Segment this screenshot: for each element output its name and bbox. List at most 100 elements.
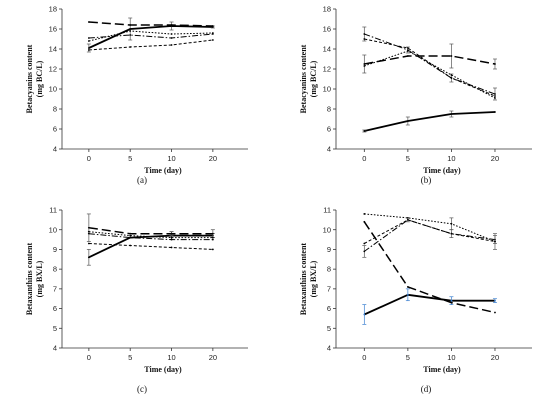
data-point: [494, 93, 496, 95]
data-point: [494, 111, 496, 113]
series-line-dotted: [88, 231, 213, 239]
series-line-dashdot: [364, 219, 496, 252]
y-axis-title-line: (mg BX/L): [35, 260, 44, 297]
data-point: [406, 285, 409, 288]
y-tick-label: 6: [327, 125, 331, 134]
data-point: [129, 30, 132, 32]
y-tick-label: 16: [49, 25, 57, 34]
x-tick-label: 0: [362, 154, 366, 163]
x-tick-label: 5: [406, 353, 410, 362]
x-tick-label: 0: [362, 353, 366, 362]
data-point: [87, 226, 90, 229]
y-axis-title-line: Betacyanins content: [25, 44, 34, 113]
series-line-solid: [364, 111, 496, 132]
data-point: [450, 55, 453, 57]
data-point: [363, 250, 366, 253]
y-tick-label: 8: [327, 265, 331, 274]
data-point: [494, 97, 496, 99]
series-line-dotted: [364, 50, 496, 99]
data-point: [87, 37, 90, 39]
x-tick-label: 20: [209, 154, 217, 163]
x-tick-label: 10: [167, 154, 175, 163]
y-tick-label: 10: [323, 225, 331, 234]
y-axis-title-line: (mg BX/L): [309, 260, 318, 297]
data-point: [406, 120, 409, 122]
series-line-longdash: [88, 21, 213, 27]
y-tick-label: 18: [49, 5, 57, 14]
y-tick-label: 5: [327, 324, 331, 333]
y-tick-label: 6: [53, 125, 57, 134]
y-tick-label: 18: [323, 5, 331, 14]
series-line-solid: [88, 25, 213, 49]
data-point: [211, 232, 214, 235]
series-line-longdash: [88, 226, 213, 235]
y-tick-label: 10: [49, 85, 57, 94]
x-tick-label: 5: [128, 353, 132, 362]
series-line-solid: [363, 293, 495, 316]
data-point: [450, 222, 453, 225]
data-point: [87, 40, 90, 42]
panel-label: (a): [137, 175, 147, 185]
data-point: [170, 238, 173, 241]
data-point: [129, 28, 132, 30]
data-point: [406, 47, 409, 49]
data-point: [363, 38, 366, 40]
series-line-dashed: [88, 39, 213, 51]
data-point: [129, 232, 132, 235]
data-point: [87, 49, 90, 51]
series-line-longdash: [364, 55, 496, 65]
data-point: [450, 74, 453, 76]
data-point: [129, 236, 132, 239]
x-tick-label: 10: [167, 353, 175, 362]
x-axis-title: Time (day): [423, 166, 461, 175]
data-point: [211, 238, 214, 241]
data-point: [129, 244, 132, 247]
data-point: [87, 230, 90, 233]
series-line-dashdot: [364, 33, 496, 95]
data-point: [406, 216, 409, 219]
y-tick-label: 12: [49, 65, 57, 74]
data-point: [170, 33, 173, 35]
x-tick-label: 5: [128, 154, 132, 163]
x-tick-label: 20: [491, 353, 499, 362]
y-tick-label: 11: [49, 206, 57, 215]
data-point: [406, 218, 409, 221]
y-tick-label: 8: [53, 265, 57, 274]
data-point: [87, 256, 90, 259]
y-tick-label: 7: [53, 284, 57, 293]
data-point: [406, 55, 409, 57]
data-point: [87, 21, 90, 23]
data-point: [170, 236, 173, 239]
data-point: [450, 232, 453, 235]
y-tick-label: 10: [49, 225, 57, 234]
data-point: [494, 95, 496, 97]
data-point: [450, 301, 453, 304]
series-line-longdash: [363, 221, 496, 314]
panel-label: (c): [137, 384, 147, 394]
panel-a: 4 6 8 10 12 14 16 18 0 5 10 20 Time (day) Betacyanins…: [25, 5, 248, 185]
x-tick-label: 5: [406, 154, 410, 163]
y-tick-label: 8: [53, 105, 57, 114]
x-tick-label: 10: [447, 154, 455, 163]
data-point: [211, 39, 214, 41]
y-tick-label: 8: [327, 105, 331, 114]
data-point: [211, 248, 214, 251]
panel-label: (b): [421, 175, 432, 185]
data-point: [406, 293, 409, 296]
y-axis-title-line: Betacyanins content: [299, 44, 308, 113]
y-tick-label: 4: [327, 145, 331, 154]
data-point: [129, 34, 132, 36]
panel-c: 4 5 6 7 8 9 10 11 0 5 10 20 Time (day) Betaxanthins c…: [25, 206, 248, 394]
y-tick-label: 16: [323, 25, 331, 34]
data-point: [494, 311, 496, 314]
data-point: [129, 24, 132, 26]
y-tick-label: 10: [323, 85, 331, 94]
series-line-dashed: [364, 219, 496, 244]
data-point: [363, 63, 366, 65]
data-point: [363, 65, 366, 67]
series-line-dashed: [88, 243, 213, 250]
data-point: [363, 220, 366, 223]
panel-d: 4 5 6 7 8 9 10 11 0 5 10 20 Time (day) Betaxanthins c…: [299, 206, 532, 394]
